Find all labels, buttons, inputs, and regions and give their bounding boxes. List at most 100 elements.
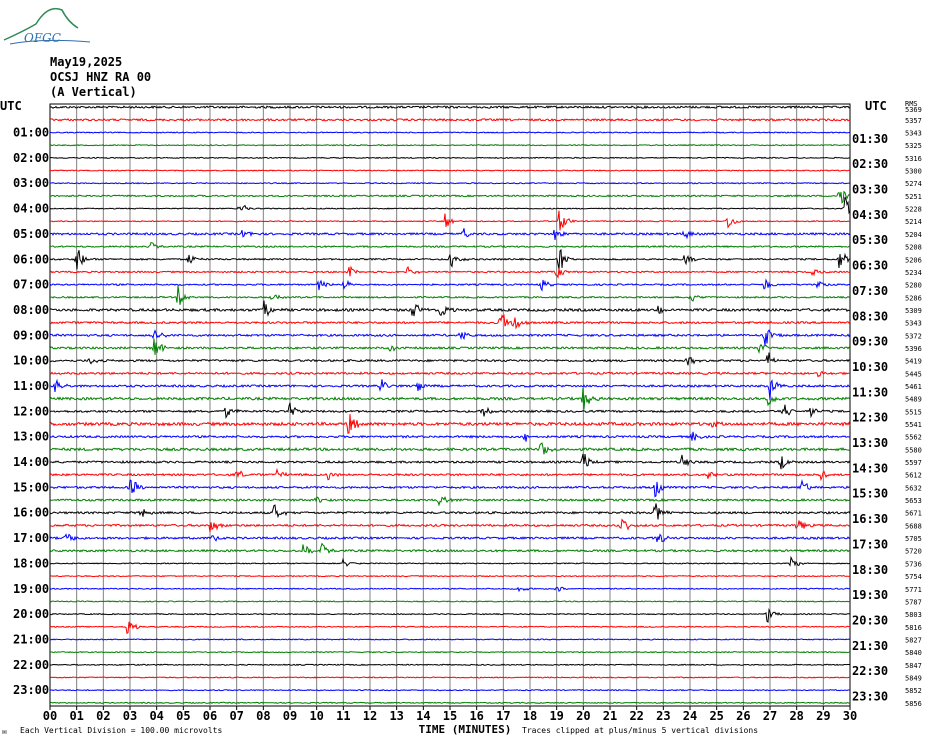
x-tick-label: 30 — [843, 709, 857, 723]
rms-value: 5372 — [905, 332, 922, 340]
rms-value: 5343 — [905, 130, 922, 138]
x-tick-label: 11 — [336, 709, 350, 723]
hour-label-right: 18:30 — [852, 563, 888, 577]
seismic-trace-blue — [49, 638, 851, 641]
rms-value: 5612 — [905, 472, 922, 480]
rms-value: 5597 — [905, 459, 922, 467]
hour-label-right: 09:30 — [852, 335, 888, 349]
rms-value: 5653 — [905, 497, 922, 505]
rms-value: 5856 — [905, 700, 922, 708]
seismic-trace-green — [50, 285, 851, 305]
seismic-trace-blue — [49, 586, 850, 593]
seismic-trace-green — [50, 144, 851, 147]
x-tick-label: 25 — [709, 709, 723, 723]
x-tick-label: 21 — [603, 709, 617, 723]
hour-label-left: 10:00 — [13, 354, 49, 368]
footer-corner-mark: ✉ — [2, 727, 7, 736]
rms-value: 5852 — [905, 687, 922, 695]
seismic-trace-black — [49, 555, 851, 567]
seismic-trace-red — [49, 467, 851, 482]
seismic-trace-black — [49, 402, 850, 419]
hour-label-right: 12:30 — [852, 411, 888, 425]
hour-label-left: 23:00 — [13, 683, 49, 697]
x-tick-label: 05 — [176, 709, 190, 723]
ofgc-logo-graphic: OFGC — [3, 7, 91, 45]
seismic-trace-green — [49, 650, 851, 654]
rms-value: 5206 — [905, 256, 922, 264]
hour-label-left: 06:00 — [13, 252, 49, 266]
hour-label-right: 06:30 — [852, 259, 888, 273]
rms-value: 5562 — [905, 434, 922, 442]
seismic-trace-black — [50, 453, 851, 470]
rms-value: 5419 — [905, 358, 922, 366]
rms-value: 5720 — [905, 548, 922, 556]
rms-value: 5234 — [905, 269, 922, 277]
seismic-trace-blue — [49, 182, 851, 185]
seismic-trace-black — [49, 156, 851, 160]
x-axis-title: TIME (MINUTES) — [419, 723, 512, 736]
hour-label-right: 04:30 — [852, 208, 888, 222]
seismic-trace-red — [49, 370, 851, 378]
footer-scale-note: Each Vertical Division = 100.00 microvol… — [20, 726, 223, 735]
rms-value: 5489 — [905, 396, 922, 404]
hour-label-right: 22:30 — [852, 664, 888, 678]
hour-label-right: 21:30 — [852, 639, 888, 653]
seismic-trace-black — [49, 105, 851, 110]
x-tick-label: 10 — [309, 709, 323, 723]
hour-label-right: 05:30 — [852, 233, 888, 247]
right-axis-header: UTC — [865, 99, 887, 113]
hour-label-left: 18:00 — [13, 556, 49, 570]
rms-value: 5671 — [905, 510, 922, 518]
x-tick-label: 29 — [816, 709, 830, 723]
rms-value: 5787 — [905, 598, 922, 606]
hour-label-left: 17:00 — [13, 531, 49, 545]
seismic-trace-green — [49, 242, 851, 249]
hour-label-left: 13:00 — [13, 430, 49, 444]
x-tick-label: 20 — [576, 709, 590, 723]
rms-value: 5705 — [905, 535, 922, 543]
rms-value: 5208 — [905, 244, 922, 252]
rms-value: 5214 — [905, 218, 922, 226]
seismic-trace-blue — [49, 479, 851, 498]
x-tick-label: 03 — [123, 709, 137, 723]
rms-value: 5688 — [905, 522, 922, 530]
seismic-trace-blue — [50, 228, 851, 240]
rms-value: 5343 — [905, 320, 922, 328]
seismic-trace-red — [49, 117, 851, 122]
seismic-trace-red — [49, 313, 851, 330]
rms-value: 5840 — [905, 649, 922, 657]
seismic-trace-black — [49, 300, 851, 317]
hour-label-right: 02:30 — [852, 157, 888, 171]
rms-value: 5274 — [905, 180, 922, 188]
hour-label-right: 19:30 — [852, 588, 888, 602]
seismic-trace-black — [49, 248, 851, 270]
hour-label-right: 20:30 — [852, 613, 888, 627]
seismic-trace-blue — [49, 131, 850, 134]
hour-label-right: 01:30 — [852, 132, 888, 146]
x-tick-label: 16 — [469, 709, 483, 723]
rms-value: 5228 — [905, 206, 922, 214]
seismic-trace-green — [50, 190, 851, 204]
seismic-trace-black — [49, 663, 851, 666]
seismic-trace-blue — [49, 533, 851, 543]
seismic-trace-blue — [49, 329, 851, 346]
seismic-trace-green — [49, 495, 851, 507]
rms-value: 5325 — [905, 142, 922, 150]
x-tick-label: 08 — [256, 709, 270, 723]
x-tick-label: 18 — [523, 709, 537, 723]
x-tick-label: 26 — [736, 709, 750, 723]
seismic-trace-red — [49, 265, 851, 279]
seismic-trace-red — [49, 676, 851, 679]
hour-label-left: 22:00 — [13, 658, 49, 672]
traces — [49, 105, 851, 704]
hour-label-right: 16:30 — [852, 512, 888, 526]
seismic-trace-blue — [49, 431, 851, 442]
seismic-trace-black — [49, 352, 851, 366]
x-tick-label: 13 — [389, 709, 403, 723]
rms-value: 5286 — [905, 294, 922, 302]
seismic-trace-red — [49, 169, 851, 172]
seismic-trace-red — [49, 518, 851, 533]
seismic-trace-green — [49, 442, 851, 455]
x-tick-label: 23 — [656, 709, 670, 723]
